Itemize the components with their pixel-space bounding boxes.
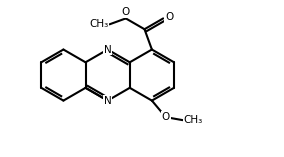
Text: O: O — [162, 112, 170, 122]
Text: O: O — [165, 12, 174, 22]
Text: CH₃: CH₃ — [184, 115, 203, 125]
Text: N: N — [104, 45, 112, 54]
Text: N: N — [104, 96, 112, 106]
Text: CH₃: CH₃ — [89, 19, 108, 29]
Text: O: O — [122, 7, 130, 17]
